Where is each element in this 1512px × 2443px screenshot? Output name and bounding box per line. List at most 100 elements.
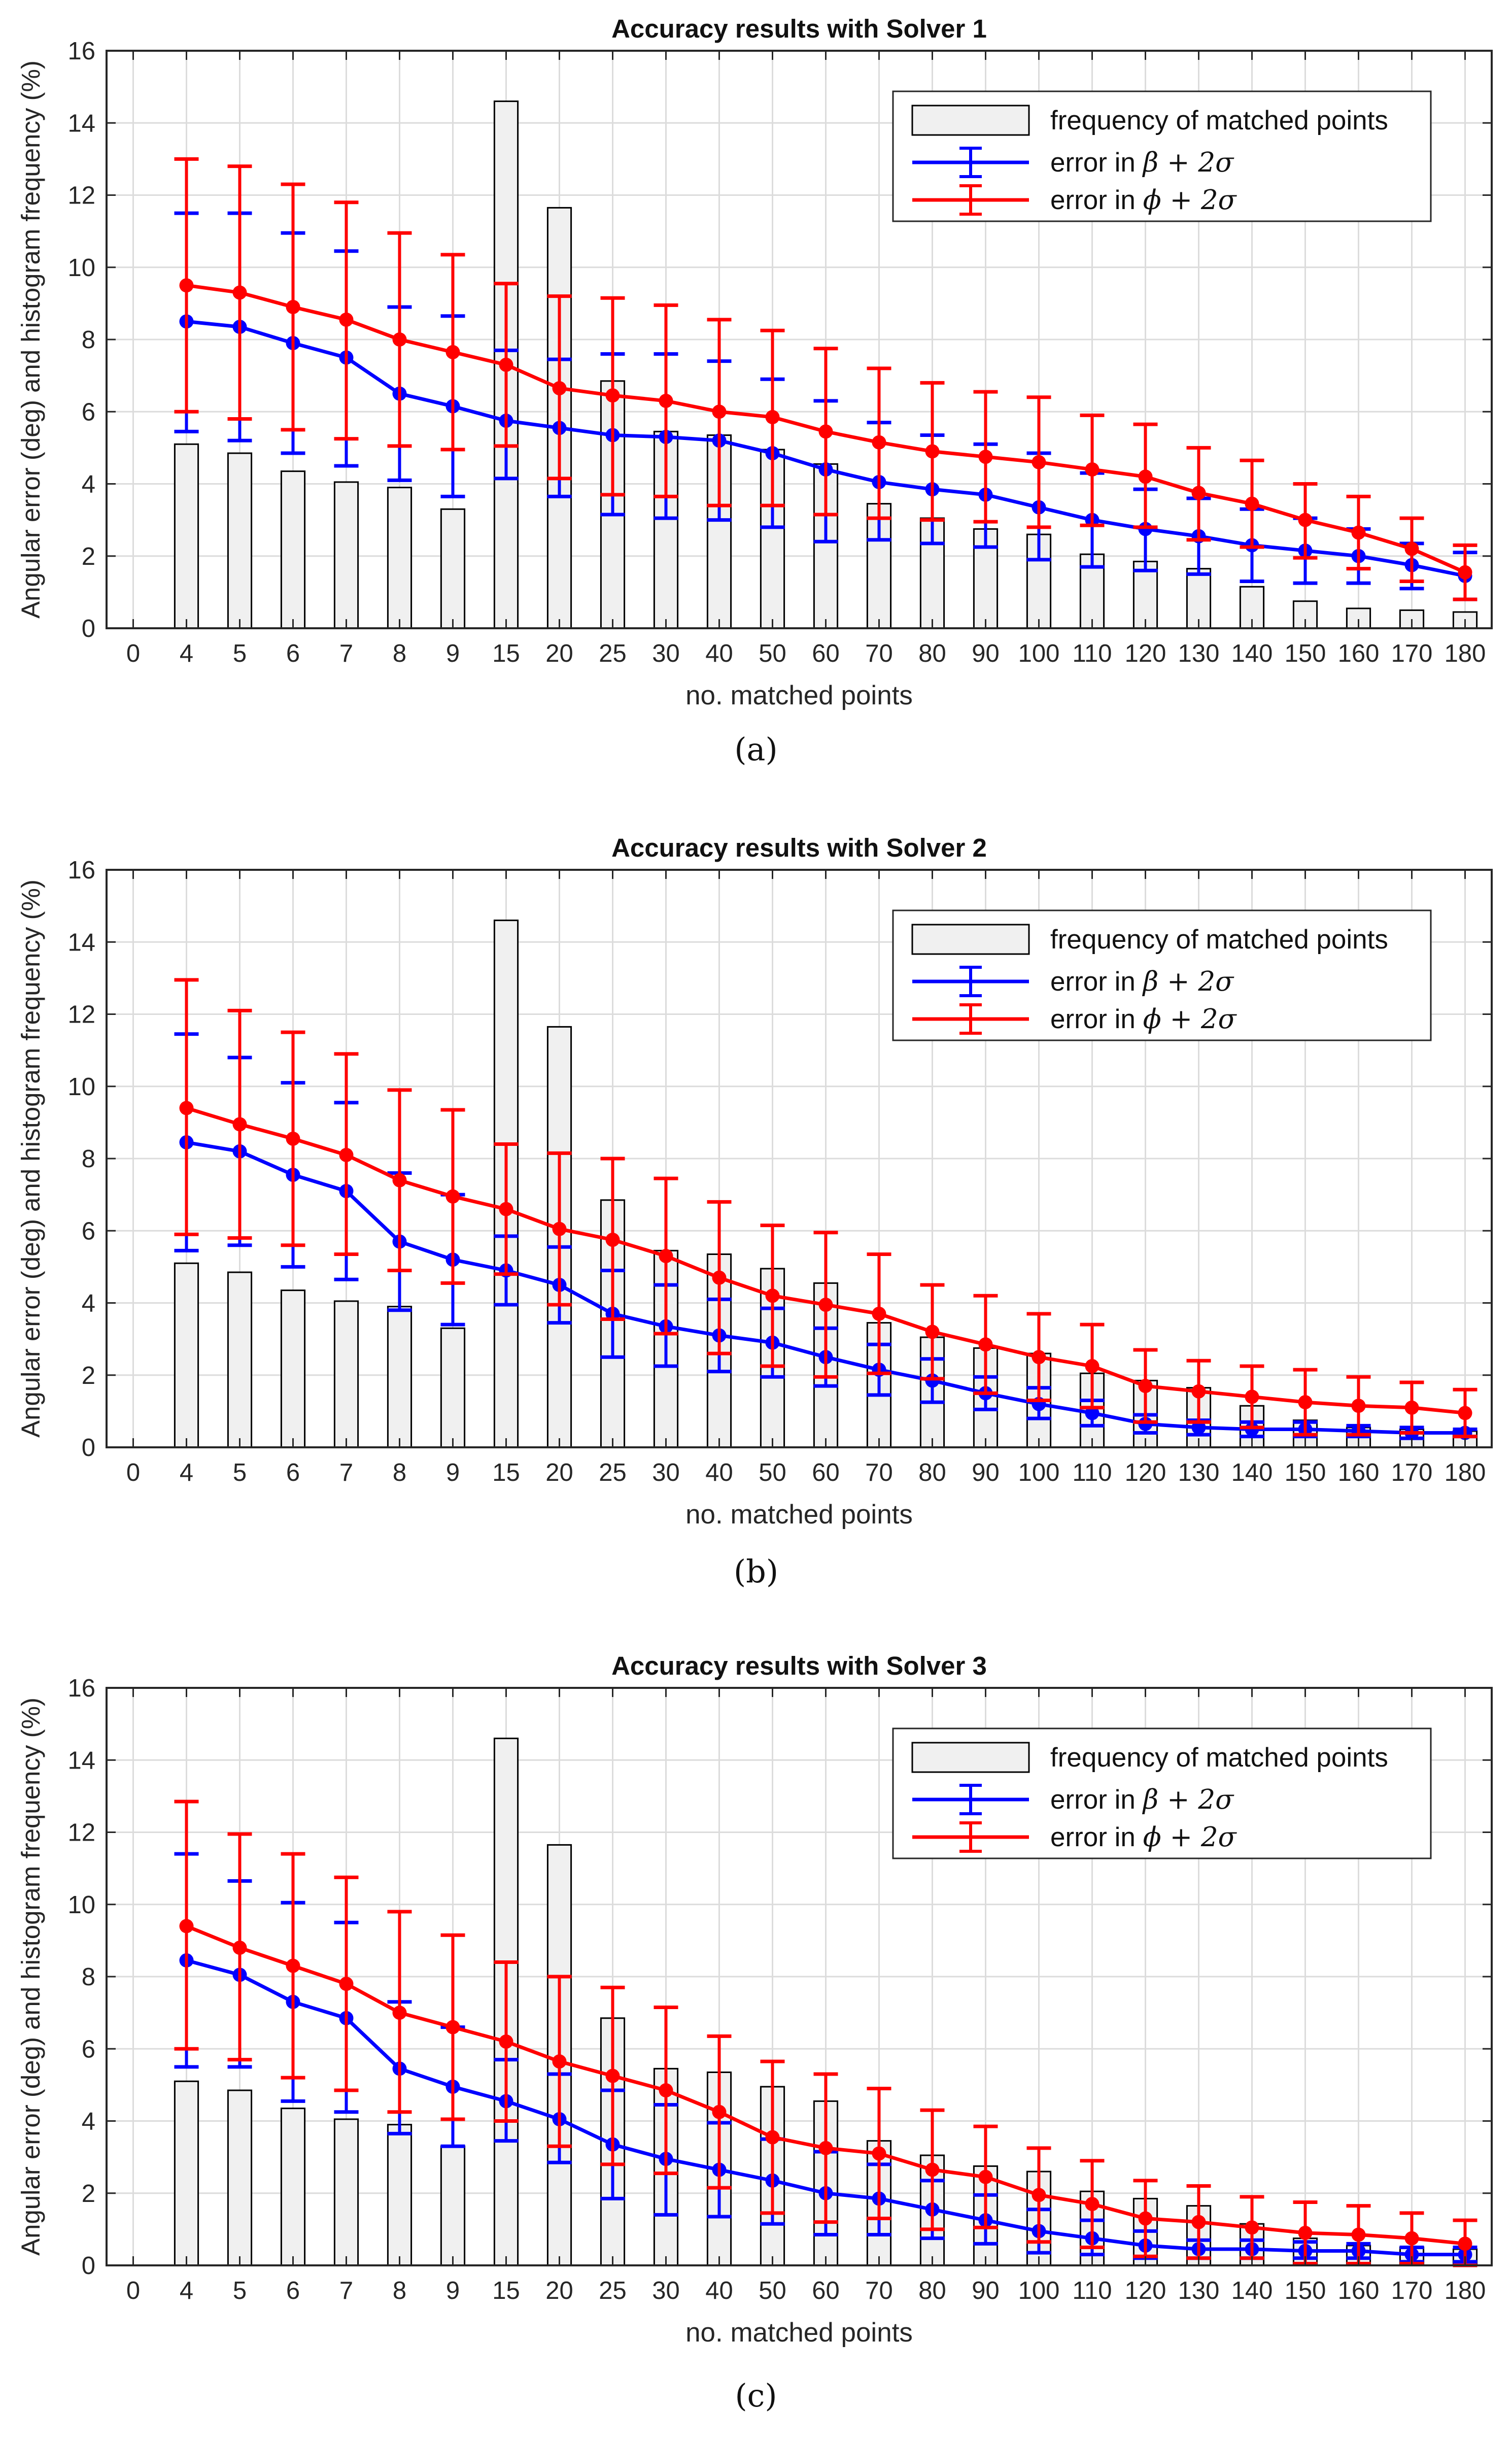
- x-tick-label: 60: [812, 640, 840, 667]
- x-tick-label: 30: [652, 640, 680, 667]
- phi-point: [339, 1147, 354, 1162]
- phi-point: [765, 1288, 780, 1303]
- x-tick-label: 150: [1285, 2277, 1326, 2304]
- phi-point: [765, 2130, 780, 2145]
- legend-phi-math: ϕ + 2σ: [1143, 1822, 1238, 1853]
- phi-point: [978, 1337, 993, 1352]
- legend-phi-prefix: error in: [1050, 1004, 1143, 1034]
- histogram-bar: [280, 470, 306, 629]
- x-tick-label: 6: [286, 2277, 300, 2304]
- legend-hist-swatch: [911, 105, 1030, 136]
- y-tick-label: 8: [82, 326, 95, 354]
- histogram-bar: [333, 2118, 359, 2266]
- x-tick-label: 160: [1338, 640, 1380, 667]
- y-tick-label: 8: [82, 1963, 95, 1991]
- y-tick-label: 12: [67, 1819, 95, 1847]
- y-tick-label: 16: [67, 857, 95, 884]
- phi-point: [445, 2020, 460, 2034]
- phi-point: [978, 2169, 993, 2184]
- y-tick-label: 2: [82, 1362, 95, 1389]
- phi-point: [1085, 462, 1099, 477]
- x-tick-label: 5: [233, 2277, 247, 2304]
- phi-point: [232, 1117, 247, 1132]
- chart-title: Accuracy results with Solver 3: [611, 1651, 987, 1680]
- x-tick-label: 130: [1178, 2277, 1220, 2304]
- x-tick-label: 80: [918, 2277, 946, 2304]
- phi-point: [818, 2141, 833, 2155]
- histogram-bar: [333, 1300, 359, 1448]
- legend-beta-prefix: error in: [1050, 967, 1143, 997]
- legend-beta-label: error in β + 2σ: [1050, 147, 1234, 178]
- y-tick-label: 0: [82, 2252, 95, 2280]
- beta-point: [1191, 1420, 1206, 1435]
- x-tick-label: 5: [233, 1459, 247, 1486]
- y-tick-label: 6: [82, 2035, 95, 2063]
- histogram-bar: [227, 1271, 253, 1448]
- x-tick-label: 4: [180, 640, 193, 667]
- phi-point: [1085, 2197, 1099, 2212]
- x-tick-label: 25: [599, 2277, 627, 2304]
- legend-phi-math: ϕ + 2σ: [1143, 1004, 1238, 1035]
- y-tick-label: 14: [67, 929, 95, 956]
- caption-c: (c): [735, 2377, 777, 2414]
- x-tick-label: 6: [286, 1459, 300, 1486]
- phi-point: [392, 1173, 407, 1187]
- phi-point: [872, 1306, 886, 1321]
- x-tick-label: 160: [1338, 1459, 1380, 1486]
- legend-beta-math: β + 2σ: [1142, 1784, 1234, 1815]
- phi-point: [1245, 2220, 1259, 2235]
- x-tick-label: 70: [865, 1459, 893, 1486]
- histogram-bar: [440, 1327, 466, 1448]
- x-tick-label: 70: [865, 640, 893, 667]
- phi-point: [445, 1189, 460, 1204]
- x-tick-label: 140: [1231, 640, 1273, 667]
- x-tick-label: 90: [972, 640, 1000, 667]
- phi-point: [659, 2083, 673, 2098]
- phi-point: [872, 2146, 886, 2161]
- x-tick-label: 9: [446, 2277, 460, 2304]
- phi-point: [659, 393, 673, 408]
- phi-point: [1032, 1350, 1046, 1365]
- x-tick-label: 110: [1072, 2277, 1112, 2304]
- x-tick-label: 120: [1125, 2277, 1166, 2304]
- phi-point: [1351, 1399, 1366, 1413]
- phi-point: [1085, 1359, 1099, 1373]
- x-tick-label: 9: [446, 1459, 460, 1486]
- x-tick-label: 60: [812, 2277, 840, 2304]
- x-tick-label: 0: [126, 2277, 140, 2304]
- legend-beta-label: error in β + 2σ: [1050, 1784, 1234, 1815]
- x-tick-label: 25: [599, 1459, 627, 1486]
- y-tick-label: 2: [82, 2180, 95, 2208]
- x-tick-label: 25: [599, 640, 627, 667]
- x-tick-label: 7: [339, 1459, 353, 1486]
- phi-point: [1404, 1400, 1419, 1415]
- phi-point: [818, 424, 833, 439]
- phi-point: [659, 1249, 673, 1264]
- phi-point: [179, 1101, 194, 1115]
- phi-point: [232, 285, 247, 300]
- phi-point: [1404, 541, 1419, 556]
- y-axis-label: Angular error (deg) and histogram freque…: [16, 1698, 45, 2256]
- y-tick-label: 16: [67, 1675, 95, 1702]
- x-tick-label: 0: [126, 1459, 140, 1486]
- phi-point: [392, 332, 407, 347]
- x-tick-label: 30: [652, 2277, 680, 2304]
- x-tick-label: 140: [1231, 2277, 1273, 2304]
- y-axis-label: Angular error (deg) and histogram freque…: [16, 60, 45, 619]
- legend-beta-label: error in β + 2σ: [1050, 966, 1234, 997]
- y-tick-label: 4: [82, 2108, 95, 2135]
- legend-beta-math: β + 2σ: [1142, 147, 1234, 178]
- phi-point: [605, 1233, 620, 1247]
- phi-point: [925, 444, 940, 459]
- y-tick-label: 4: [82, 471, 95, 498]
- x-tick-label: 170: [1391, 2277, 1433, 2304]
- y-tick-label: 14: [67, 1747, 95, 1774]
- phi-point: [925, 1325, 940, 1339]
- histogram-bar: [440, 508, 466, 629]
- y-tick-label: 0: [82, 1434, 95, 1462]
- phi-point: [1138, 2211, 1153, 2226]
- phi-point: [1191, 2215, 1206, 2229]
- x-tick-label: 15: [492, 640, 520, 667]
- histogram-bar: [387, 487, 413, 629]
- histogram-bar: [280, 1290, 306, 1448]
